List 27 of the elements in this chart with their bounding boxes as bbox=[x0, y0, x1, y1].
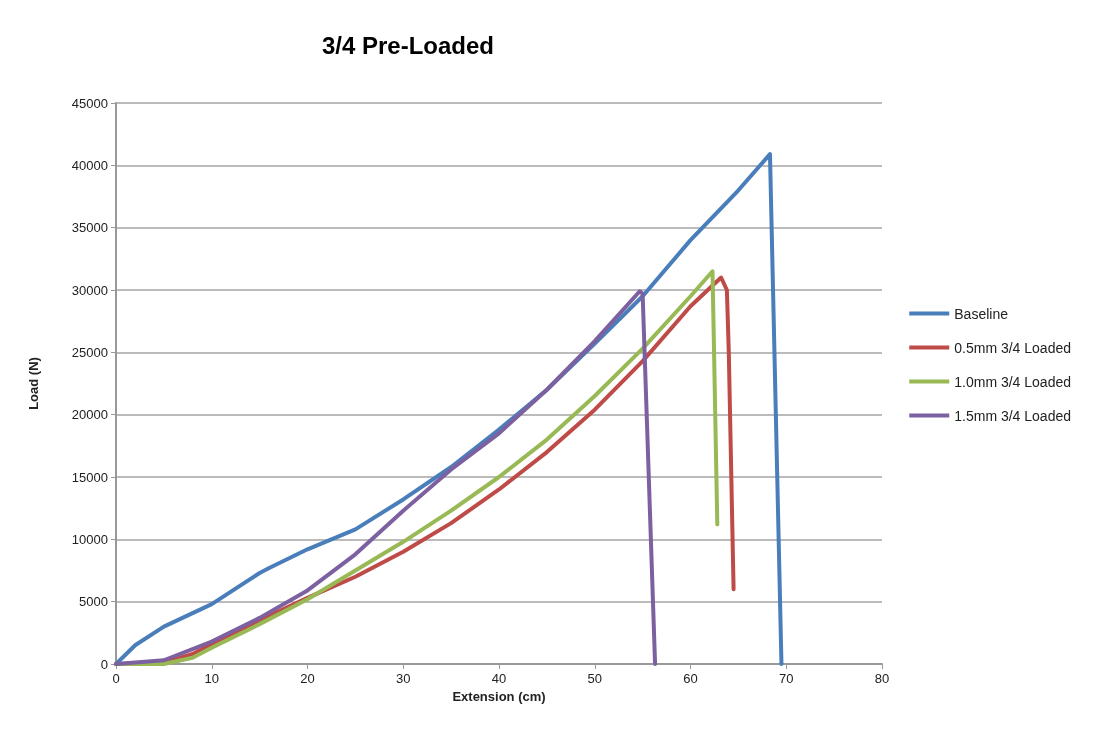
x-tick-label: 70 bbox=[779, 671, 794, 686]
legend-label: 1.5mm 3/4 Loaded bbox=[954, 407, 1072, 424]
chart-title: 3/4 Pre-Loaded bbox=[321, 31, 495, 59]
legend-label: 0.5mm 3/4 Loaded bbox=[954, 339, 1072, 356]
y-tick-label: 5000 bbox=[79, 594, 108, 610]
y-tick-label: 25000 bbox=[71, 344, 108, 360]
y-tick-label: 40000 bbox=[71, 157, 108, 173]
y-tick-label: 45000 bbox=[71, 95, 108, 111]
x-tick-label: 10 bbox=[204, 671, 219, 686]
x-tick-label: 60 bbox=[683, 671, 698, 686]
y-tick-label: 20000 bbox=[71, 407, 108, 423]
y-tick-label: 35000 bbox=[71, 220, 108, 236]
y-axis-title: Load (N) bbox=[26, 357, 41, 410]
x-tick-label: 30 bbox=[396, 671, 411, 686]
y-tick-label: 0 bbox=[100, 656, 108, 672]
x-tick-label: 50 bbox=[587, 671, 602, 686]
y-tick-label: 15000 bbox=[71, 469, 108, 485]
x-tick-label: 80 bbox=[874, 671, 890, 686]
legend-label: 1.0mm 3/4 Loaded bbox=[954, 373, 1072, 390]
x-axis-title: Extension (cm) bbox=[452, 688, 546, 704]
x-tick-label: 40 bbox=[491, 671, 507, 686]
legend-label: Baseline bbox=[954, 305, 1009, 322]
x-tick-label: 0 bbox=[112, 671, 120, 686]
line-series bbox=[114, 152, 784, 666]
y-tick-label: 10000 bbox=[71, 531, 108, 547]
x-tick-label: 20 bbox=[300, 671, 315, 686]
y-tick-label: 30000 bbox=[71, 282, 108, 298]
